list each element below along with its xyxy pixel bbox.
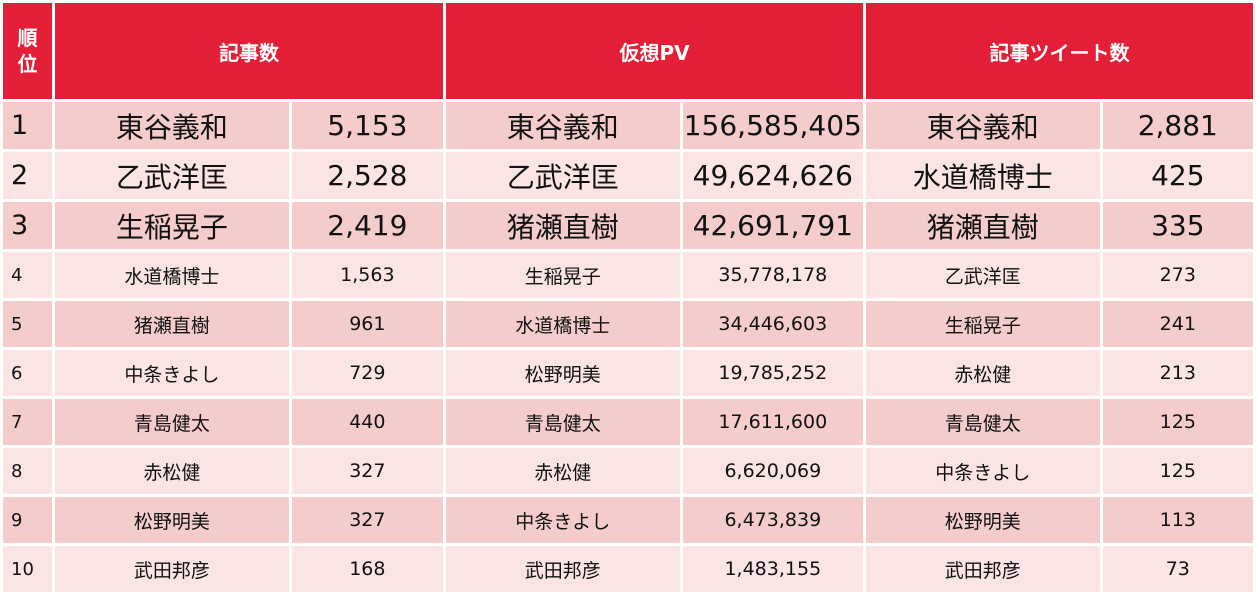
rank-cell: 1 bbox=[3, 102, 53, 150]
articles-value-cell: 5,153 bbox=[291, 102, 444, 150]
articles-value-cell: 327 bbox=[291, 448, 444, 495]
pv-value-cell: 49,624,626 bbox=[682, 152, 864, 200]
table-body: 1 東谷義和 5,153 東谷義和 156,585,405 東谷義和 2,881 2 乙武洋匡 2… bbox=[3, 102, 1253, 592]
rank-cell: 9 bbox=[3, 497, 53, 543]
pv-name-cell: 武田邦彦 bbox=[446, 546, 680, 592]
table-row: 4 水道橋博士 1,563 生稲晃子 35,778,178 乙武洋匡 273 bbox=[3, 252, 1253, 299]
table-row: 1 東谷義和 5,153 東谷義和 156,585,405 東谷義和 2,881 bbox=[3, 102, 1253, 150]
table-row: 7 青島健太 440 青島健太 17,611,600 青島健太 125 bbox=[3, 399, 1253, 446]
articles-name-cell: 生稲晃子 bbox=[55, 202, 289, 250]
articles-name-cell: 松野明美 bbox=[55, 497, 289, 543]
pv-name-cell: 赤松健 bbox=[446, 448, 680, 495]
rank-header-char: 順 bbox=[17, 26, 38, 50]
table-row: 3 生稲晃子 2,419 猪瀬直樹 42,691,791 猪瀬直樹 335 bbox=[3, 202, 1253, 250]
articles-value-cell: 729 bbox=[291, 350, 444, 397]
tweets-value-cell: 335 bbox=[1102, 202, 1253, 250]
tweets-name-cell: 青島健太 bbox=[866, 399, 1100, 446]
table-row: 5 猪瀬直樹 961 水道橋博士 34,446,603 生稲晃子 241 bbox=[3, 301, 1253, 348]
table-row: 6 中条きよし 729 松野明美 19,785,252 赤松健 213 bbox=[3, 350, 1253, 397]
pv-value-cell: 17,611,600 bbox=[682, 399, 864, 446]
tweets-value-cell: 113 bbox=[1102, 497, 1253, 543]
pv-name-cell: 猪瀬直樹 bbox=[446, 202, 680, 250]
table-row: 2 乙武洋匡 2,528 乙武洋匡 49,624,626 水道橋博士 425 bbox=[3, 152, 1253, 200]
articles-value-cell: 168 bbox=[291, 546, 444, 592]
tweets-value-cell: 213 bbox=[1102, 350, 1253, 397]
pv-value-cell: 34,446,603 bbox=[682, 301, 864, 348]
pv-name-cell: 松野明美 bbox=[446, 350, 680, 397]
rank-cell: 8 bbox=[3, 448, 53, 495]
pv-value-cell: 19,785,252 bbox=[682, 350, 864, 397]
pv-name-cell: 中条きよし bbox=[446, 497, 680, 543]
tweets-value-cell: 125 bbox=[1102, 448, 1253, 495]
articles-name-cell: 中条きよし bbox=[55, 350, 289, 397]
pv-name-cell: 乙武洋匡 bbox=[446, 152, 680, 200]
articles-name-cell: 青島健太 bbox=[55, 399, 289, 446]
articles-name-cell: 赤松健 bbox=[55, 448, 289, 495]
pv-name-cell: 生稲晃子 bbox=[446, 252, 680, 299]
articles-value-cell: 961 bbox=[291, 301, 444, 348]
pv-name-cell: 水道橋博士 bbox=[446, 301, 680, 348]
table-row: 8 赤松健 327 赤松健 6,620,069 中条きよし 125 bbox=[3, 448, 1253, 495]
articles-value-cell: 1,563 bbox=[291, 252, 444, 299]
rank-cell: 3 bbox=[3, 202, 53, 250]
tweets-value-cell: 425 bbox=[1102, 152, 1253, 200]
tweets-name-cell: 松野明美 bbox=[866, 497, 1100, 543]
pv-value-cell: 35,778,178 bbox=[682, 252, 864, 299]
pv-column-header: 仮想PV bbox=[446, 3, 864, 99]
rank-cell: 7 bbox=[3, 399, 53, 446]
tweets-value-cell: 273 bbox=[1102, 252, 1253, 299]
header-row: 順 位 記事数 仮想PV 記事ツイート数 bbox=[3, 3, 1253, 99]
articles-name-cell: 武田邦彦 bbox=[55, 546, 289, 592]
pv-value-cell: 6,620,069 bbox=[682, 448, 864, 495]
tweets-name-cell: 中条きよし bbox=[866, 448, 1100, 495]
tweets-name-cell: 猪瀬直樹 bbox=[866, 202, 1100, 250]
rank-cell: 10 bbox=[3, 546, 53, 592]
tweets-value-cell: 241 bbox=[1102, 301, 1253, 348]
tweets-name-cell: 武田邦彦 bbox=[866, 546, 1100, 592]
rank-cell: 6 bbox=[3, 350, 53, 397]
tweets-name-cell: 赤松健 bbox=[866, 350, 1100, 397]
tweets-value-cell: 73 bbox=[1102, 546, 1253, 592]
articles-value-cell: 440 bbox=[291, 399, 444, 446]
pv-name-cell: 東谷義和 bbox=[446, 102, 680, 150]
rank-header-char: 位 bbox=[17, 52, 38, 76]
table-row: 9 松野明美 327 中条きよし 6,473,839 松野明美 113 bbox=[3, 497, 1253, 543]
tweets-column-header: 記事ツイート数 bbox=[866, 3, 1253, 99]
articles-column-header: 記事数 bbox=[55, 3, 444, 99]
rank-cell: 4 bbox=[3, 252, 53, 299]
pv-value-cell: 42,691,791 bbox=[682, 202, 864, 250]
pv-value-cell: 156,585,405 bbox=[682, 102, 864, 150]
articles-value-cell: 327 bbox=[291, 497, 444, 543]
rank-cell: 2 bbox=[3, 152, 53, 200]
articles-value-cell: 2,528 bbox=[291, 152, 444, 200]
rank-column-header: 順 位 bbox=[3, 3, 53, 99]
tweets-value-cell: 125 bbox=[1102, 399, 1253, 446]
articles-name-cell: 猪瀬直樹 bbox=[55, 301, 289, 348]
tweets-name-cell: 生稲晃子 bbox=[866, 301, 1100, 348]
tweets-name-cell: 乙武洋匡 bbox=[866, 252, 1100, 299]
pv-value-cell: 1,483,155 bbox=[682, 546, 864, 592]
table-row: 10 武田邦彦 168 武田邦彦 1,483,155 武田邦彦 73 bbox=[3, 546, 1253, 592]
articles-name-cell: 乙武洋匡 bbox=[55, 152, 289, 200]
tweets-name-cell: 東谷義和 bbox=[866, 102, 1100, 150]
articles-name-cell: 水道橋博士 bbox=[55, 252, 289, 299]
articles-value-cell: 2,419 bbox=[291, 202, 444, 250]
pv-name-cell: 青島健太 bbox=[446, 399, 680, 446]
pv-value-cell: 6,473,839 bbox=[682, 497, 864, 543]
articles-name-cell: 東谷義和 bbox=[55, 102, 289, 150]
tweets-name-cell: 水道橋博士 bbox=[866, 152, 1100, 200]
rank-cell: 5 bbox=[3, 301, 53, 348]
tweets-value-cell: 2,881 bbox=[1102, 102, 1253, 150]
